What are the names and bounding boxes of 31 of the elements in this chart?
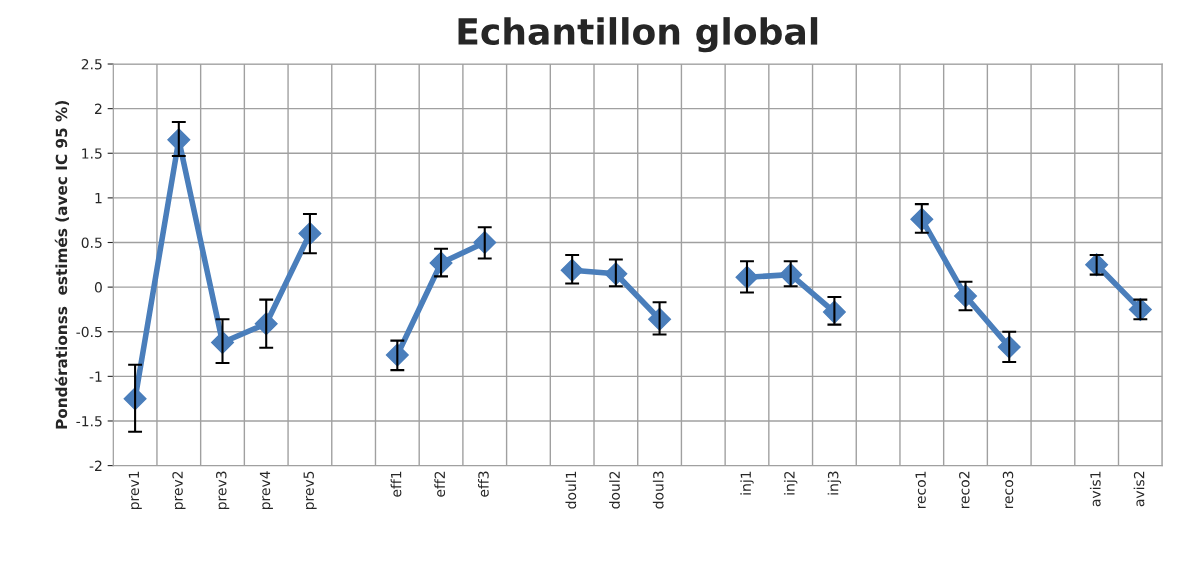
y-tick-label: -0.5 <box>76 326 102 338</box>
y-tick-label: 1 <box>95 193 102 204</box>
chart-title: Echantillon global <box>458 17 818 53</box>
x-tick-label: prev2 <box>172 471 186 510</box>
x-tick-label: reco3 <box>1002 471 1014 509</box>
y-tick-label: 0.5 <box>81 237 102 248</box>
x-tick-label: doul2 <box>609 471 620 509</box>
x-tick-label: eff2 <box>434 471 446 497</box>
x-tick-label: inj3 <box>827 471 842 495</box>
x-tick-label: reco1 <box>915 471 926 509</box>
x-tick-label: doul1 <box>565 471 577 509</box>
y-tick-label: 2 <box>95 103 102 114</box>
x-tick-label: inj1 <box>740 471 754 495</box>
x-tick-label: eff3 <box>478 471 489 497</box>
y-tick-label: 0 <box>94 282 102 293</box>
x-tick-label: doul3 <box>652 471 664 509</box>
x-tick-label: avis2 <box>1133 471 1145 507</box>
x-tick-label: avis1 <box>1089 471 1101 507</box>
y-tick-label: -1 <box>89 371 102 382</box>
y-tick-label: 1.5 <box>82 148 102 159</box>
x-tick-label: inj2 <box>783 471 798 495</box>
y-tick-label: -2 <box>89 460 102 471</box>
x-tick-label: prev1 <box>128 471 142 510</box>
y-tick-label: -1.5 <box>76 416 102 427</box>
x-tick-label: eff1 <box>390 471 402 497</box>
x-tick-label: prev5 <box>303 471 317 510</box>
x-tick-label: prev3 <box>216 471 230 510</box>
x-tick-label: reco2 <box>959 471 970 509</box>
x-tick-label: prev4 <box>259 471 273 510</box>
y-tick-label: 2.5 <box>81 58 102 70</box>
y-axis-title: Pondérationss estimés (avec IC 95 %) <box>54 101 70 429</box>
